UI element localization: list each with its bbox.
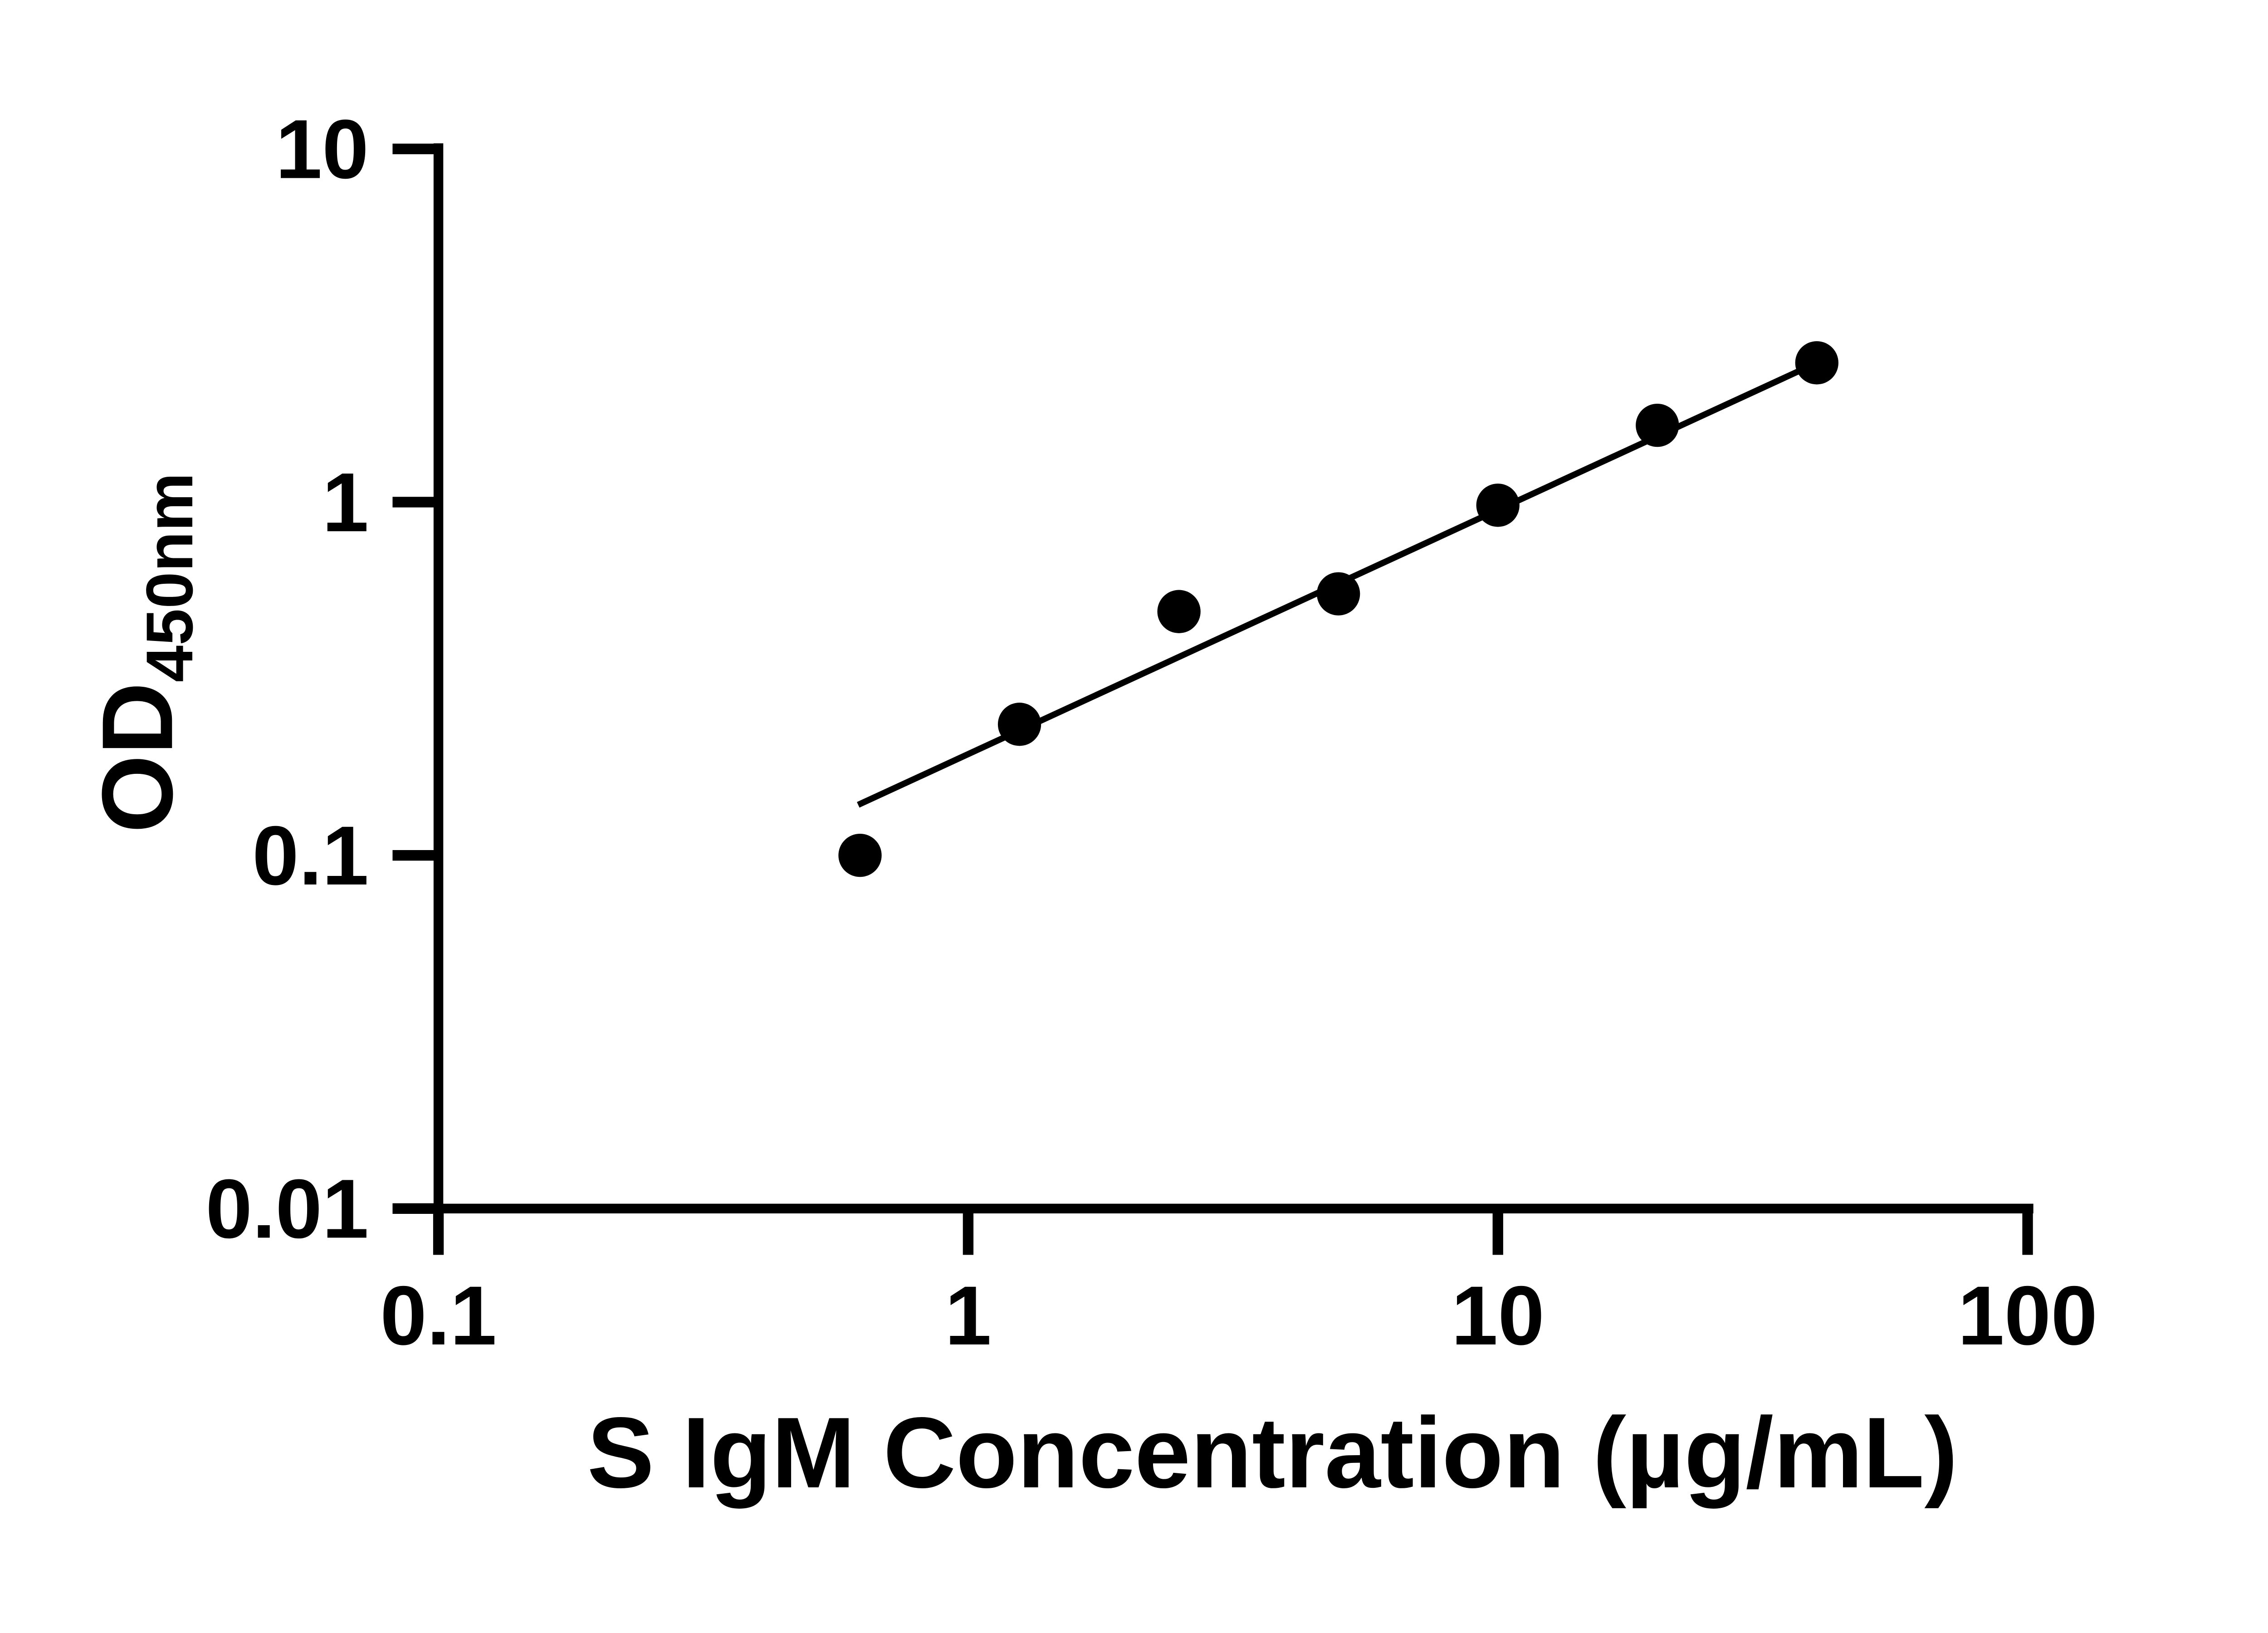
- y-tick-label: 1: [322, 456, 369, 549]
- x-axis-ticks: 0.1 1 10 100: [380, 1208, 2097, 1363]
- data-point: [1795, 341, 1838, 385]
- y-axis-title-subscript: 450nm: [132, 473, 206, 682]
- x-tick-label: 0.1: [380, 1269, 497, 1363]
- x-tick-label: 10: [1451, 1269, 1545, 1363]
- data-point: [838, 833, 882, 877]
- data-point: [997, 703, 1041, 746]
- y-tick-label: 10: [275, 103, 369, 196]
- y-tick-label: 0.01: [205, 1163, 369, 1256]
- data-point: [1476, 484, 1520, 527]
- x-axis-title: S IgM Concentration (µg/mL): [587, 1396, 1958, 1509]
- data-point: [1157, 590, 1201, 633]
- y-axis-ticks: 0.01 0.1 1 10: [205, 103, 439, 1256]
- data-series: [838, 341, 1838, 877]
- x-tick-label: 1: [945, 1269, 992, 1363]
- y-axis-title: OD450nm: [81, 473, 206, 833]
- y-tick-label: 0.1: [252, 809, 369, 903]
- y-axis-title-main: OD: [81, 682, 193, 833]
- data-point: [1636, 403, 1679, 447]
- x-tick-label: 100: [1958, 1269, 2097, 1363]
- data-point: [1317, 572, 1360, 616]
- chart-background: [0, 0, 2268, 1588]
